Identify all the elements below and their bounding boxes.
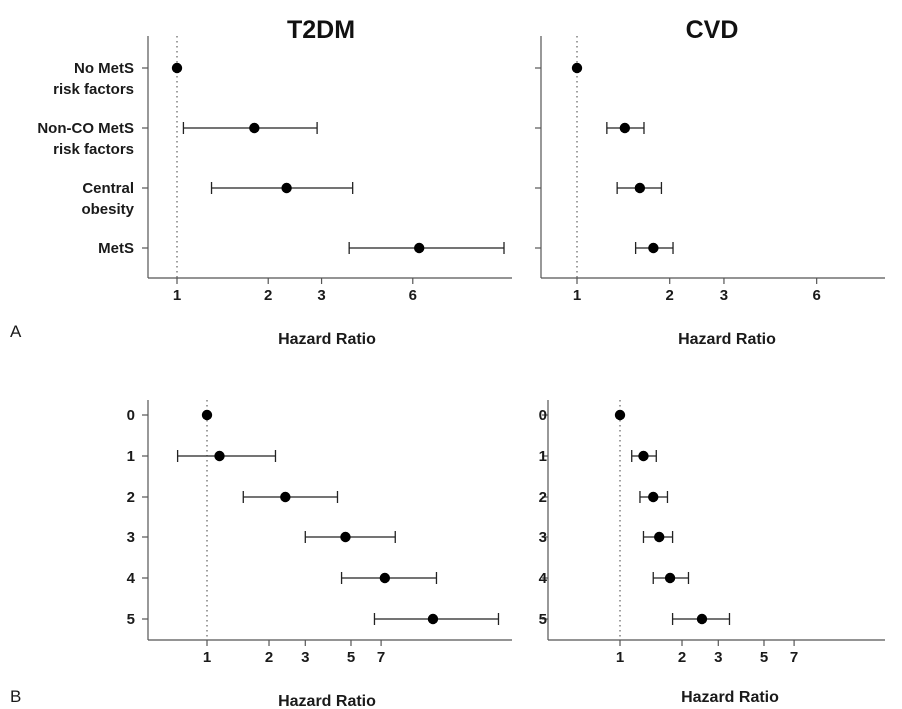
x-axis-label: Hazard Ratio — [278, 331, 376, 348]
row-label: Central — [82, 180, 134, 197]
panel-label-a: A — [10, 322, 22, 341]
hazard-ratio-point — [414, 242, 425, 254]
hazard-ratio-point — [614, 409, 626, 421]
row-label: 0 — [127, 407, 135, 424]
hazard-ratio-point — [634, 182, 646, 194]
hazard-ratio-point — [249, 122, 260, 134]
hazard-ratio-point — [638, 450, 649, 462]
row-label: No MetS — [74, 60, 134, 77]
row-label: 4 — [127, 570, 136, 587]
panel-label-b: B — [10, 687, 21, 706]
row-label: 1 — [539, 448, 547, 465]
row-label: 3 — [539, 529, 547, 546]
x-tick-label: 1 — [573, 287, 581, 304]
x-tick-label: 2 — [666, 287, 674, 304]
row-label: risk factors — [53, 141, 134, 158]
hazard-ratio-point — [654, 531, 665, 543]
hazard-ratio-point — [171, 62, 183, 74]
row-label: 3 — [127, 529, 135, 546]
hazard-ratio-point — [648, 242, 659, 254]
x-tick-label: 3 — [317, 287, 325, 304]
row-label: risk factors — [53, 81, 134, 98]
hazard-ratio-point — [571, 62, 583, 74]
x-tick-label: 1 — [616, 649, 624, 666]
hazard-ratio-point — [280, 491, 291, 503]
x-tick-label: 3 — [720, 287, 728, 304]
x-tick-label: 2 — [265, 649, 273, 666]
hazard-ratio-point — [379, 572, 391, 584]
x-tick-label: 5 — [760, 649, 768, 666]
row-label: 5 — [127, 611, 135, 628]
hazard-ratio-point — [201, 409, 213, 421]
x-tick-label: 6 — [409, 287, 417, 304]
x-tick-label: 1 — [203, 649, 211, 666]
row-label: 5 — [539, 611, 547, 628]
hazard-ratio-point — [619, 122, 631, 134]
x-tick-label: 3 — [301, 649, 309, 666]
hazard-ratio-point — [340, 531, 351, 543]
row-label: 4 — [539, 570, 548, 587]
x-tick-label: 7 — [790, 649, 798, 666]
x-tick-label: 2 — [678, 649, 686, 666]
x-tick-label: 6 — [812, 287, 820, 304]
hazard-ratio-point — [696, 613, 708, 625]
row-label: 0 — [539, 407, 547, 424]
x-axis-label: Hazard Ratio — [278, 693, 376, 709]
hazard-ratio-point — [664, 572, 676, 584]
row-label: MetS — [98, 240, 134, 257]
x-axis-label: Hazard Ratio — [678, 331, 776, 348]
x-tick-label: 3 — [714, 649, 722, 666]
row-label: 2 — [539, 489, 547, 506]
hazard-ratio-point — [427, 613, 439, 625]
x-tick-label: 7 — [377, 649, 385, 666]
chart-title: T2DM — [287, 16, 355, 44]
x-tick-label: 1 — [173, 287, 181, 304]
hazard-ratio-point — [214, 450, 225, 462]
hazard-ratio-point — [648, 491, 659, 503]
chart-title: CVD — [686, 16, 739, 44]
row-label: 1 — [127, 448, 135, 465]
x-axis-label: Hazard Ratio — [681, 689, 779, 706]
x-tick-label: 5 — [347, 649, 355, 666]
x-tick-label: 2 — [264, 287, 272, 304]
hazard-ratio-point — [281, 182, 292, 194]
row-label: 2 — [127, 489, 135, 506]
row-label: Non-CO MetS — [37, 120, 134, 137]
row-label: obesity — [81, 201, 134, 218]
